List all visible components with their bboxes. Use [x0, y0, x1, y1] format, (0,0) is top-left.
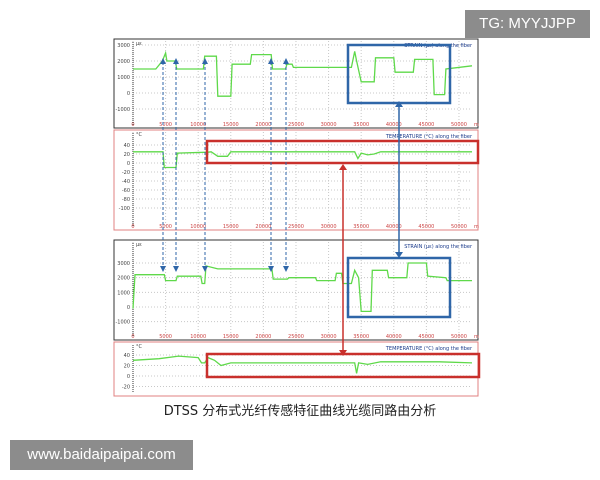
x-tick-label: 15000	[223, 224, 239, 230]
y-tick-label: 2000	[117, 59, 130, 65]
x-tick-label: 25000	[288, 122, 304, 128]
arrow-head-icon	[173, 266, 179, 272]
arrow-head-icon	[339, 164, 347, 170]
y-tick-label: 3000	[117, 43, 130, 49]
arrow-head-icon	[395, 101, 403, 107]
x-tick-label: 20000	[255, 334, 271, 340]
y-tick-label: 1000	[117, 290, 130, 296]
arrow-head-icon	[268, 266, 274, 272]
x-tick-label: 20000	[255, 122, 271, 128]
x-tick-label: 35000	[353, 224, 369, 230]
x-tick-label: 20000	[255, 224, 271, 230]
y-tick-label: -1000	[115, 107, 130, 113]
y-tick-label: 3000	[117, 261, 130, 267]
x-tick-label: 40000	[386, 334, 402, 340]
x-tick-label: 45000	[418, 224, 434, 230]
y-tick-label: 0	[127, 374, 130, 380]
y-tick-label: 1000	[117, 75, 130, 81]
panel-title: TEMPERATURE (°C) along the fiber	[385, 134, 473, 140]
x-tick-label: 40000	[386, 224, 402, 230]
arrow-head-icon	[202, 266, 208, 272]
x-tick-label: 50000	[451, 122, 467, 128]
x-tick-label: 0	[131, 224, 134, 230]
data-series-line	[133, 151, 472, 169]
x-tick-label: 45000	[418, 334, 434, 340]
x-tick-label: 50000	[451, 334, 467, 340]
x-tick-label: 50000	[451, 224, 467, 230]
y-tick-label: -60	[122, 188, 130, 194]
y-tick-label: -40	[122, 179, 130, 185]
x-tick-label: 35000	[353, 334, 369, 340]
x-tick-label: 30000	[321, 122, 337, 128]
x-tick-label: 0	[131, 122, 134, 128]
y-axis-unit: °C	[136, 132, 143, 138]
y-axis-unit: µε	[136, 41, 142, 47]
x-axis-unit: m	[474, 122, 479, 128]
x-tick-label: 15000	[223, 122, 239, 128]
y-tick-label: 0	[127, 91, 130, 97]
chart-panel-4: 40 20 0 -20 °C TEMPERATURE (°C) along the fib…	[113, 341, 479, 397]
y-tick-label: 0	[127, 305, 130, 311]
x-tick-label: 40000	[386, 122, 402, 128]
x-tick-label: 45000	[418, 122, 434, 128]
y-tick-label: 20	[124, 364, 130, 370]
watermark-bottom: www.baidaipaipai.com	[10, 440, 193, 470]
y-tick-label: -20	[122, 170, 130, 176]
y-tick-label: -1000	[115, 320, 130, 326]
x-tick-label: 30000	[321, 224, 337, 230]
watermark-top: TG: MYYJJPP	[465, 10, 590, 38]
x-tick-label: 10000	[190, 334, 206, 340]
x-tick-label: 35000	[353, 122, 369, 128]
arrow-head-icon	[395, 252, 403, 258]
arrow-head-icon	[268, 58, 274, 64]
panel-title: TEMPERATURE (°C) along the fiber	[385, 346, 473, 352]
x-tick-label: 5000	[159, 122, 172, 128]
arrow-head-icon	[339, 350, 347, 356]
y-tick-label: -20	[122, 385, 130, 391]
x-tick-label: 0	[131, 334, 134, 340]
figure-caption: DTSS 分布式光纤传感特征曲线光缆同路由分析	[163, 404, 437, 419]
y-axis-unit: °C	[136, 344, 143, 350]
temp-highlight-box-1	[205, 139, 480, 165]
y-tick-label: 0	[127, 161, 130, 167]
y-tick-label: 40	[124, 143, 130, 149]
y-tick-label: 40	[124, 353, 130, 359]
arrow-head-icon	[160, 58, 166, 64]
x-axis-unit: m	[474, 224, 479, 230]
x-tick-label: 15000	[223, 334, 239, 340]
x-tick-label: 10000	[190, 224, 206, 230]
y-axis-unit: µε	[136, 242, 142, 248]
x-tick-label: 5000	[159, 224, 172, 230]
arrow-head-icon	[160, 266, 166, 272]
arrow-head-icon	[202, 58, 208, 64]
x-tick-label: 25000	[288, 334, 304, 340]
x-tick-label: 30000	[321, 334, 337, 340]
arrow-head-icon	[173, 58, 179, 64]
y-tick-label: 20	[124, 152, 130, 158]
panel-title: STRAIN (µε) along the fiber	[404, 244, 473, 250]
data-series-line	[132, 262, 472, 313]
arrow-head-icon	[283, 266, 289, 272]
arrow-head-icon	[283, 58, 289, 64]
y-tick-label: -100	[119, 206, 130, 212]
x-tick-label: 10000	[190, 122, 206, 128]
y-tick-label: -80	[122, 197, 130, 203]
x-tick-label: 5000	[159, 334, 172, 340]
x-tick-label: 25000	[288, 224, 304, 230]
chart-panel-2: 40 20 0 -20 -40 -60 -80 -100 0 5000 10000 15000 2000…	[113, 129, 479, 231]
y-tick-label: 2000	[117, 276, 130, 282]
x-axis-unit: m	[474, 334, 479, 340]
